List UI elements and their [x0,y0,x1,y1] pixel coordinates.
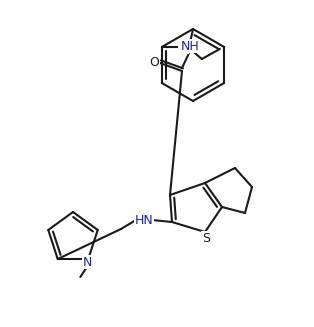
Text: O: O [149,57,159,70]
Text: NH: NH [181,40,199,53]
Text: O: O [179,41,189,54]
Text: HN: HN [135,214,153,227]
Text: S: S [202,232,210,245]
Text: N: N [83,255,92,268]
